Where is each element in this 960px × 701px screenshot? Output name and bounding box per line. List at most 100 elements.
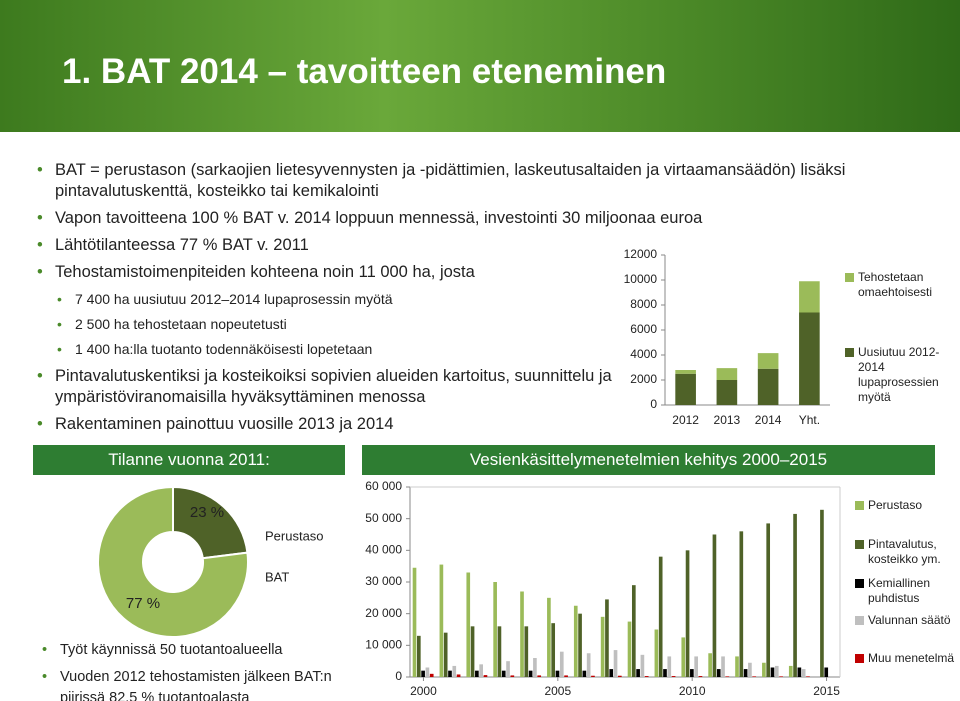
bar <box>824 667 829 677</box>
bar <box>820 509 824 677</box>
bar <box>752 676 757 677</box>
x-tick-label: 2005 <box>544 684 571 698</box>
legend-label: Uusiutuu 2012-2014 lupaprosessien myötä <box>858 345 940 404</box>
bar <box>748 662 752 677</box>
title: 1. BAT 2014 – tavoitteen eteneminen <box>62 52 667 91</box>
bar <box>658 556 663 677</box>
legend-swatch <box>855 501 864 510</box>
legend-label: Perustaso <box>868 498 923 512</box>
bar <box>681 637 686 677</box>
bar <box>739 531 744 677</box>
bar <box>425 667 430 677</box>
y-tick-label: 10000 <box>624 272 658 286</box>
bar <box>497 626 502 677</box>
legend-swatch <box>845 273 854 282</box>
y-tick-label: 4000 <box>630 347 657 361</box>
bar <box>671 676 676 677</box>
bar <box>528 670 533 677</box>
section-header: Tilanne vuonna 2011: <box>33 445 345 475</box>
bar <box>591 675 595 677</box>
bar <box>573 605 578 677</box>
bar <box>675 373 696 405</box>
bar <box>586 653 591 677</box>
bar <box>797 667 802 677</box>
bar <box>483 675 488 677</box>
bullet-text: Tehostamistoimenpiteiden kohteena noin 1… <box>55 263 475 281</box>
bullet: Vapon tavoitteena 100 % BAT v. 2014 lopp… <box>37 208 935 229</box>
bar <box>443 632 448 677</box>
bar <box>524 626 529 677</box>
bar <box>501 670 506 677</box>
y-tick-label: 60 000 <box>365 479 402 493</box>
x-tick-label: 2000 <box>410 684 437 698</box>
bar <box>716 380 738 405</box>
bar <box>644 676 649 677</box>
x-tick-label: 2012 <box>672 413 699 427</box>
bar <box>716 368 738 380</box>
y-tick-label: 2000 <box>630 372 657 386</box>
bar <box>806 676 810 677</box>
bar <box>793 513 797 677</box>
bar <box>493 582 497 677</box>
bar <box>663 669 667 677</box>
bar <box>735 656 739 677</box>
bar <box>725 676 730 677</box>
legend-swatch <box>855 579 864 588</box>
legend-swatch <box>845 348 854 357</box>
sub-bullet: 2 500 ha tehostetaan nopeutetusti <box>57 314 615 335</box>
bar <box>537 675 542 677</box>
bullet-list: BAT = perustason (sarkaojien lietesyvenn… <box>35 160 935 262</box>
bullet-text: Lähtötilanteessa 77 % BAT v. 2011 <box>55 236 309 254</box>
bullet: Lähtötilanteessa 77 % BAT v. 2011 <box>37 235 935 256</box>
y-tick-label: 40 000 <box>365 543 402 557</box>
y-tick-label: 50 000 <box>365 511 402 525</box>
x-tick-label: 2010 <box>679 684 706 698</box>
bar <box>555 670 560 677</box>
x-tick-label: 2013 <box>714 413 741 427</box>
bar <box>675 370 696 374</box>
sub-bullet: 1 400 ha:lla tuotanto todennäköisesti lo… <box>57 339 615 360</box>
x-tick-label: 2014 <box>755 413 782 427</box>
note: Vuoden 2012 tehostamisten jälkeen BAT:n … <box>42 667 360 701</box>
bar <box>479 664 483 677</box>
y-tick-label: 30 000 <box>365 574 402 588</box>
bar <box>448 670 452 677</box>
pie-slice <box>172 485 249 560</box>
bar <box>506 661 510 677</box>
y-tick-label: 20 000 <box>365 606 402 620</box>
y-tick-label: 10 000 <box>365 638 402 652</box>
sub-bullet: 7 400 ha uusiutuu 2012–2014 lupaprosessi… <box>57 289 615 310</box>
value-label: 77 % <box>126 595 160 612</box>
value-label: 23 % <box>190 504 224 521</box>
y-tick-label: 0 <box>650 397 657 411</box>
x-tick-label: 2015 <box>813 684 840 698</box>
bar <box>439 564 444 677</box>
note: Työt käynnissä 50 tuotantoalueella <box>42 640 360 661</box>
legend-swatch <box>855 540 864 549</box>
bar <box>429 673 434 677</box>
bar <box>605 599 609 677</box>
bar <box>547 597 551 677</box>
bar <box>716 669 721 677</box>
legend-label: BAT <box>265 569 289 584</box>
bar <box>618 675 622 677</box>
y-tick-label: 8000 <box>630 297 657 311</box>
bar <box>466 572 471 677</box>
bar <box>609 669 614 677</box>
bar <box>667 656 672 677</box>
legend-label: Muu menetelmä <box>868 651 955 665</box>
bar <box>600 616 605 677</box>
bar <box>412 567 417 677</box>
y-tick-label: 6000 <box>630 322 657 336</box>
bar <box>421 670 425 677</box>
bullet: Tehostamistoimenpiteiden kohteena noin 1… <box>37 262 615 360</box>
bar <box>520 591 524 677</box>
y-tick-label: 12000 <box>624 247 658 261</box>
bar <box>627 621 632 677</box>
bar <box>774 665 779 677</box>
bar <box>631 585 636 677</box>
legend-swatch <box>855 654 864 663</box>
bullet: Pintavalutuskentiksi ja kosteikoiksi sop… <box>37 366 615 408</box>
x-tick-label: Yht. <box>799 413 820 427</box>
bar <box>533 658 537 677</box>
